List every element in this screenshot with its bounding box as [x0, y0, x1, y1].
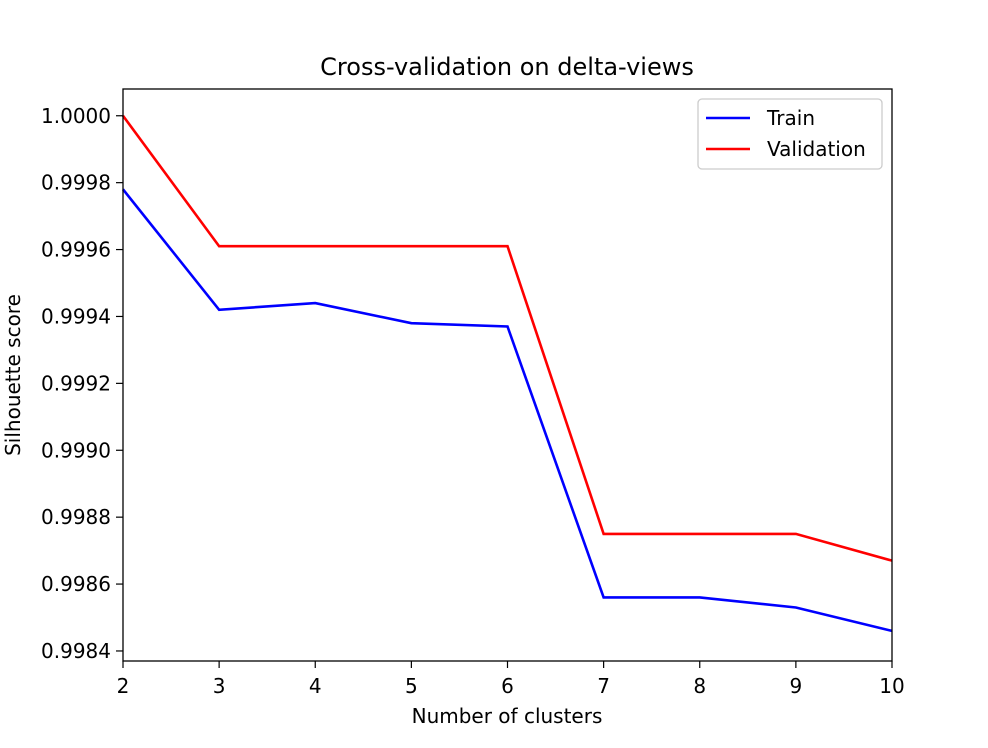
x-tick-label: 4 — [309, 674, 322, 698]
x-tick-label: 7 — [597, 674, 610, 698]
series-line-validation — [121, 114, 893, 562]
y-tick-label: 1.0000 — [41, 104, 111, 128]
y-tick-label: 0.9998 — [41, 171, 111, 195]
y-tick-label: 0.9990 — [41, 438, 111, 462]
chart-title: Cross-validation on delta-views — [320, 53, 694, 81]
legend-label-validation: Validation — [767, 137, 866, 161]
series-line-train — [121, 188, 893, 633]
x-tick-label: 5 — [405, 674, 418, 698]
y-axis-ticks: 0.9984 0.9986 0.9988 0.9990 0.9992 0.9994 0.99… — [41, 104, 123, 663]
x-tick-label: 3 — [213, 674, 226, 698]
y-tick-label: 0.9994 — [41, 304, 111, 328]
legend: Train Validation — [697, 98, 883, 170]
x-tick-label: 9 — [790, 674, 803, 698]
y-tick-label: 0.9986 — [41, 572, 111, 596]
y-tick-label: 0.9984 — [41, 639, 111, 663]
legend-label-train: Train — [766, 106, 815, 130]
y-tick-label: 0.9992 — [41, 371, 111, 395]
x-axis-label: Number of clusters — [412, 704, 603, 728]
x-tick-label: 10 — [879, 674, 904, 698]
plot-frame — [122, 88, 893, 662]
x-axis-ticks: 2 3 4 5 6 7 8 9 10 — [117, 661, 905, 698]
y-tick-label: 0.9988 — [41, 505, 111, 529]
plot-lines — [121, 114, 893, 633]
x-tick-label: 2 — [117, 674, 130, 698]
x-tick-label: 8 — [693, 674, 706, 698]
legend-box — [697, 98, 883, 170]
y-tick-label: 0.9996 — [41, 238, 111, 262]
x-tick-label: 6 — [501, 674, 514, 698]
y-axis-label: Silhouette score — [1, 294, 25, 456]
